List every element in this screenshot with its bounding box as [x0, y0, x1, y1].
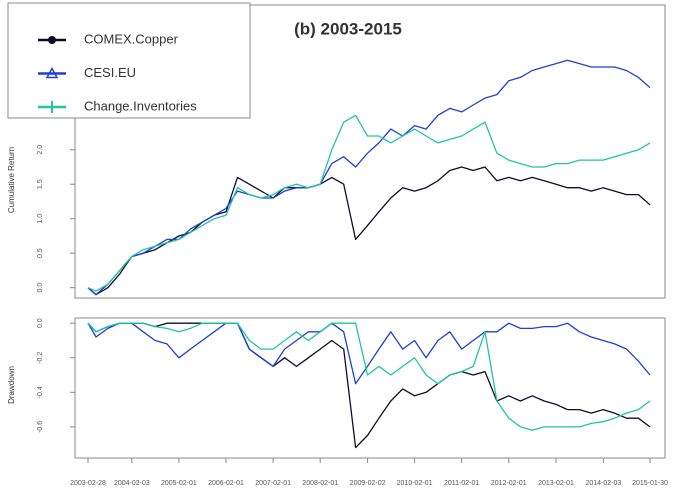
y-tick-label: 0.0	[37, 318, 44, 328]
x-tick-label: 2003-02-28	[70, 480, 106, 487]
legend: COMEX.Copper CESI.EU Change.Inventories	[38, 31, 197, 113]
series-line	[87, 114, 651, 292]
x-tick-label: 2007-02-01	[255, 480, 291, 487]
legend-label: COMEX.Copper	[84, 31, 179, 46]
bottom-panel-frame	[74, 317, 666, 459]
x-tick-label: 2008-02-01	[302, 480, 338, 487]
legend-marker	[48, 36, 56, 44]
legend-marker	[45, 66, 59, 79]
x-tick-label: 2005-02-01	[161, 480, 197, 487]
y-tick-label: 2.0	[37, 145, 44, 155]
series-line	[87, 322, 651, 431]
x-tick-label: 2012-02-01	[491, 480, 527, 487]
x-tick-label: 2010-02-01	[397, 480, 433, 487]
y-tick-label: 1.0	[37, 214, 44, 224]
y-tick-label: 1.5	[37, 179, 44, 189]
series-line	[87, 322, 651, 449]
legend-label: CESI.EU	[84, 65, 136, 80]
x-tick-label: 2011-02-01	[444, 480, 479, 487]
x-tick-label: 2014-02-03	[585, 480, 621, 487]
y-axis-label: Cumulative Return	[7, 147, 16, 213]
legend-label: Change.Inventories	[84, 98, 197, 113]
x-tick-label: 2015-01-30	[632, 480, 668, 487]
x-tick-label: 2006-02-01	[208, 480, 244, 487]
y-tick-label: 0.5	[37, 248, 44, 258]
series-line	[87, 166, 651, 296]
legend-box	[7, 2, 251, 119]
ticks: 0.0 0.5 1.0 1.5 2.0 0.0 -0.2 -0.4 -0.6 2003-02-28…	[37, 145, 668, 487]
series-line	[87, 322, 651, 385]
y-tick-label: 0.0	[37, 283, 44, 293]
chart-title: (b) 2003-2015	[294, 19, 402, 38]
x-tick-label: 2009-02-02	[350, 480, 386, 487]
x-tick-label: 2013-02-01	[538, 480, 574, 487]
y-tick-label: -0.6	[37, 421, 44, 433]
top-panel-frame	[74, 4, 666, 299]
plot-lines	[87, 59, 651, 449]
x-tick-label: 2004-02-03	[114, 480, 150, 487]
y-axis-label: Drawdown	[7, 366, 16, 404]
y-tick-label: -0.2	[37, 352, 44, 364]
y-tick-label: -0.4	[37, 386, 44, 398]
